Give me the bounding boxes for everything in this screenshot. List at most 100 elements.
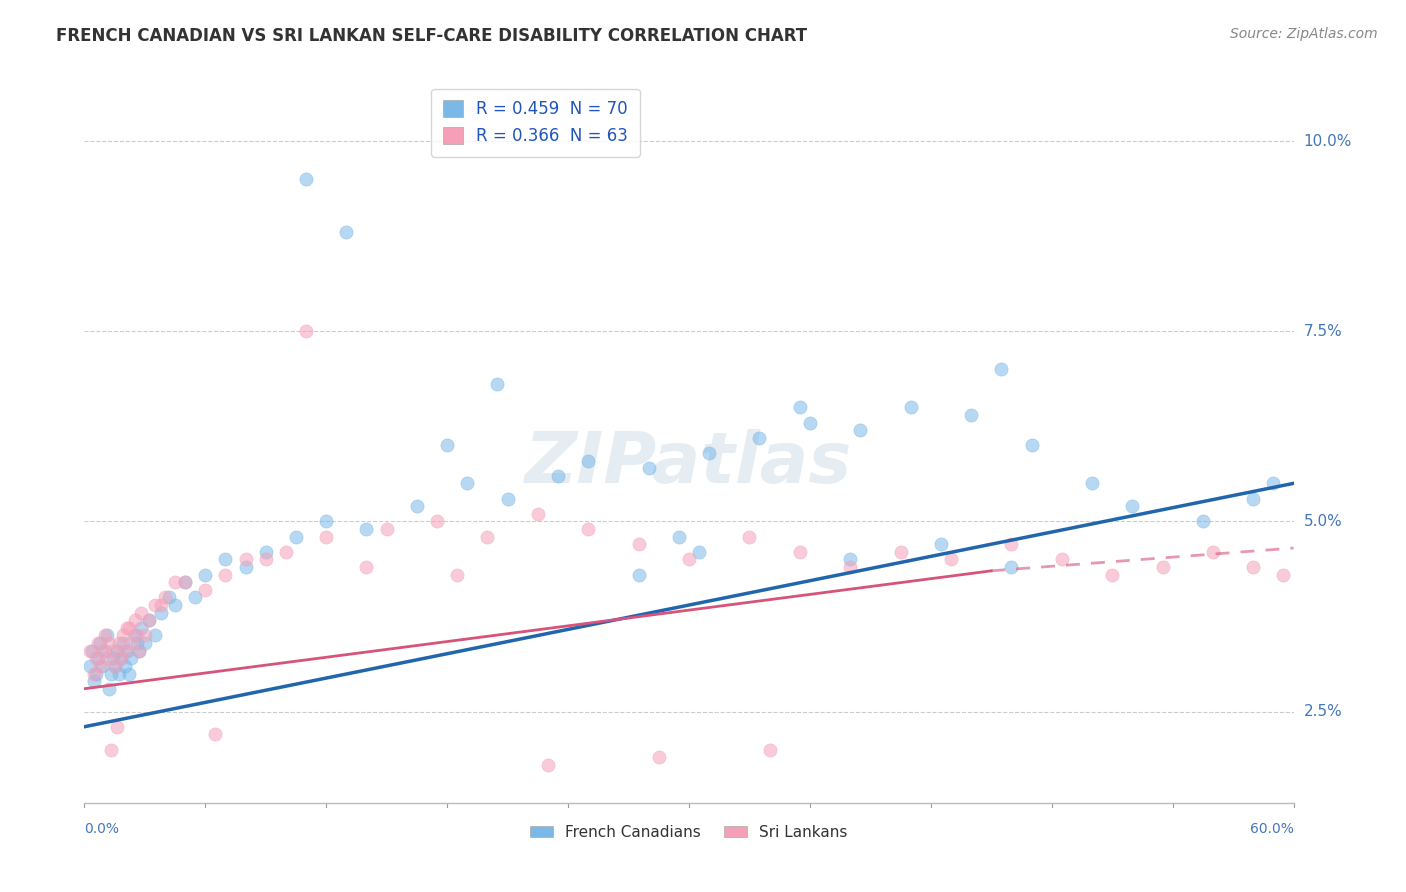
Text: ZIPatlas: ZIPatlas xyxy=(526,429,852,498)
Point xyxy=(97,636,120,650)
Point xyxy=(134,628,156,642)
Text: 2.5%: 2.5% xyxy=(1303,704,1343,719)
Point xyxy=(496,491,519,506)
Point xyxy=(1021,438,1043,452)
Point xyxy=(1050,552,1073,566)
Point xyxy=(114,643,136,657)
Point xyxy=(118,666,141,681)
Point xyxy=(83,666,105,681)
Text: 60.0%: 60.0% xyxy=(1250,822,1294,836)
Point xyxy=(1000,537,1022,551)
Point xyxy=(295,324,318,338)
Point xyxy=(138,613,160,627)
Point xyxy=(627,537,650,551)
Point xyxy=(890,545,912,559)
Point xyxy=(929,537,952,551)
Point xyxy=(315,530,337,544)
Point xyxy=(1101,567,1123,582)
Point xyxy=(87,651,110,665)
Point xyxy=(194,567,217,582)
Point xyxy=(758,742,780,756)
Point xyxy=(105,720,128,734)
Point xyxy=(118,621,141,635)
Point xyxy=(96,628,118,642)
Point xyxy=(149,606,172,620)
Point xyxy=(839,552,862,566)
Point xyxy=(101,643,124,657)
Point xyxy=(204,727,226,741)
Point xyxy=(153,591,176,605)
Point xyxy=(697,446,720,460)
Point xyxy=(254,552,277,566)
Point xyxy=(537,757,560,772)
Point xyxy=(990,362,1012,376)
Point xyxy=(104,659,127,673)
Point xyxy=(143,598,166,612)
Point xyxy=(120,636,142,650)
Point xyxy=(149,598,172,612)
Point xyxy=(124,628,146,642)
Point xyxy=(375,522,398,536)
Point xyxy=(110,651,132,665)
Point xyxy=(91,643,114,657)
Point xyxy=(1121,499,1143,513)
Point xyxy=(157,591,180,605)
Point xyxy=(486,377,509,392)
Text: Source: ZipAtlas.com: Source: ZipAtlas.com xyxy=(1230,27,1378,41)
Point xyxy=(1272,567,1295,582)
Point xyxy=(738,530,761,544)
Point xyxy=(174,575,197,590)
Point xyxy=(214,552,236,566)
Text: FRENCH CANADIAN VS SRI LANKAN SELF-CARE DISABILITY CORRELATION CHART: FRENCH CANADIAN VS SRI LANKAN SELF-CARE … xyxy=(56,27,807,45)
Point xyxy=(406,499,429,513)
Point xyxy=(134,636,156,650)
Point xyxy=(105,643,128,657)
Point xyxy=(1263,476,1285,491)
Point xyxy=(1241,491,1264,506)
Point xyxy=(1202,545,1225,559)
Point xyxy=(100,742,122,756)
Point xyxy=(91,659,114,673)
Point xyxy=(86,651,108,665)
Point xyxy=(1000,560,1022,574)
Point xyxy=(274,545,297,559)
Point xyxy=(748,431,770,445)
Point xyxy=(93,643,115,657)
Point xyxy=(165,598,187,612)
Point xyxy=(115,621,138,635)
Point xyxy=(114,659,136,673)
Point xyxy=(89,659,111,673)
Point xyxy=(79,659,101,673)
Point xyxy=(456,476,478,491)
Point xyxy=(101,651,124,665)
Point xyxy=(143,628,166,642)
Point xyxy=(165,575,187,590)
Point xyxy=(86,666,108,681)
Text: 0.0%: 0.0% xyxy=(84,822,120,836)
Point xyxy=(356,560,378,574)
Point xyxy=(100,666,122,681)
Point xyxy=(426,515,449,529)
Point xyxy=(184,591,207,605)
Point xyxy=(129,606,152,620)
Point xyxy=(124,613,146,627)
Point xyxy=(194,582,217,597)
Point xyxy=(799,416,821,430)
Point xyxy=(93,628,115,642)
Point xyxy=(254,545,277,559)
Point xyxy=(125,628,148,642)
Point xyxy=(120,651,142,665)
Point xyxy=(83,674,105,689)
Point xyxy=(96,651,118,665)
Point xyxy=(627,567,650,582)
Legend: French Canadians, Sri Lankans: French Canadians, Sri Lankans xyxy=(524,819,853,846)
Point xyxy=(637,461,659,475)
Point xyxy=(128,643,150,657)
Point xyxy=(89,636,111,650)
Point xyxy=(1152,560,1174,574)
Point xyxy=(527,507,550,521)
Point xyxy=(839,560,862,574)
Point xyxy=(849,423,872,437)
Text: 7.5%: 7.5% xyxy=(1303,324,1343,339)
Point xyxy=(576,453,599,467)
